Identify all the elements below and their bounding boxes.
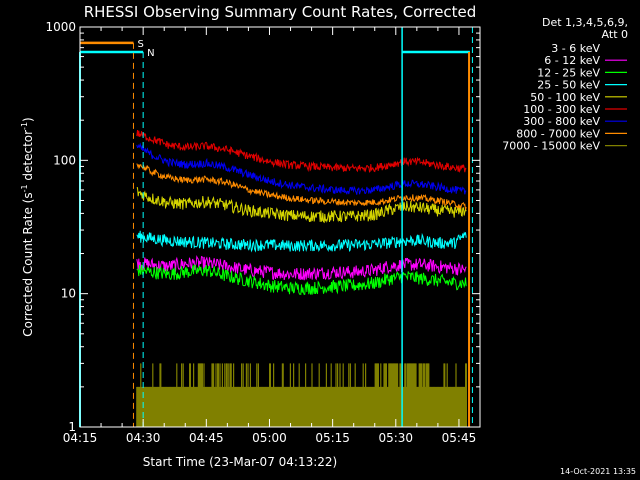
x-tick-label: 05:00: [252, 431, 287, 445]
series-line: [136, 142, 467, 195]
legend-label: 12 - 25 keV: [537, 66, 600, 79]
series-line: [136, 186, 467, 224]
series-line: [136, 230, 467, 253]
legend-header-line-1: Det 1,3,4,5,6,9,: [542, 16, 628, 29]
legend-label: 300 - 800 keV: [523, 115, 600, 128]
legend-label: 6 - 12 keV: [544, 54, 600, 67]
x-tick-label: 05:45: [442, 431, 477, 445]
x-tick-label: 04:15: [63, 431, 98, 445]
y-tick-label: 10: [61, 287, 76, 301]
x-tick-label: 04:30: [126, 431, 161, 445]
legend-label: 50 - 100 keV: [530, 91, 600, 104]
y-axis-label: Corrected Count Rate (s-1 detector-1): [20, 117, 35, 336]
chart-title: RHESSI Observing Summary Count Rates, Co…: [84, 3, 477, 21]
x-tick-label: 04:45: [189, 431, 224, 445]
x-tick-label: 05:30: [378, 431, 413, 445]
y-axis-label-exp-1: -1: [20, 184, 29, 192]
series-line: [136, 264, 467, 296]
legend-label: 3 - 6 keV: [551, 42, 600, 55]
plot-frame: [79, 26, 481, 428]
y-tick-label: 1: [68, 420, 76, 434]
axis-ticks: 04:15 04:30 04:45 05:00 05:15 05:30 05:45 1 10 10…: [45, 20, 480, 445]
footer-timestamp: 14-Oct-2021 13:35: [560, 467, 636, 476]
plot-area: SN: [79, 27, 473, 427]
legend-label: 7000 - 15000 keV: [502, 140, 600, 153]
legend-header-line-2: Att 0: [602, 28, 628, 41]
flag-label-s: S: [137, 39, 143, 50]
y-axis-label-part-2: detector: [21, 130, 35, 185]
x-tick-label: 05:15: [315, 431, 350, 445]
flag-label-n: N: [147, 48, 154, 59]
y-tick-label: 1000: [45, 20, 76, 34]
legend-label: 800 - 7000 keV: [516, 127, 600, 140]
y-axis-label-part-1: Corrected Count Rate (s: [21, 192, 35, 336]
series-line: [136, 130, 467, 174]
series-line: [136, 255, 467, 281]
y-axis-label-part-3: ): [21, 117, 35, 122]
series-line: [136, 299, 467, 351]
legend-label: 100 - 300 keV: [523, 103, 600, 116]
series-line: [136, 163, 467, 210]
y-tick-label: 100: [53, 153, 76, 167]
y-axis-label-exp-2: -1: [20, 122, 29, 130]
legend-label: 25 - 50 keV: [537, 79, 600, 92]
x-axis-label: Start Time (23-Mar-07 04:13:22): [143, 455, 337, 469]
